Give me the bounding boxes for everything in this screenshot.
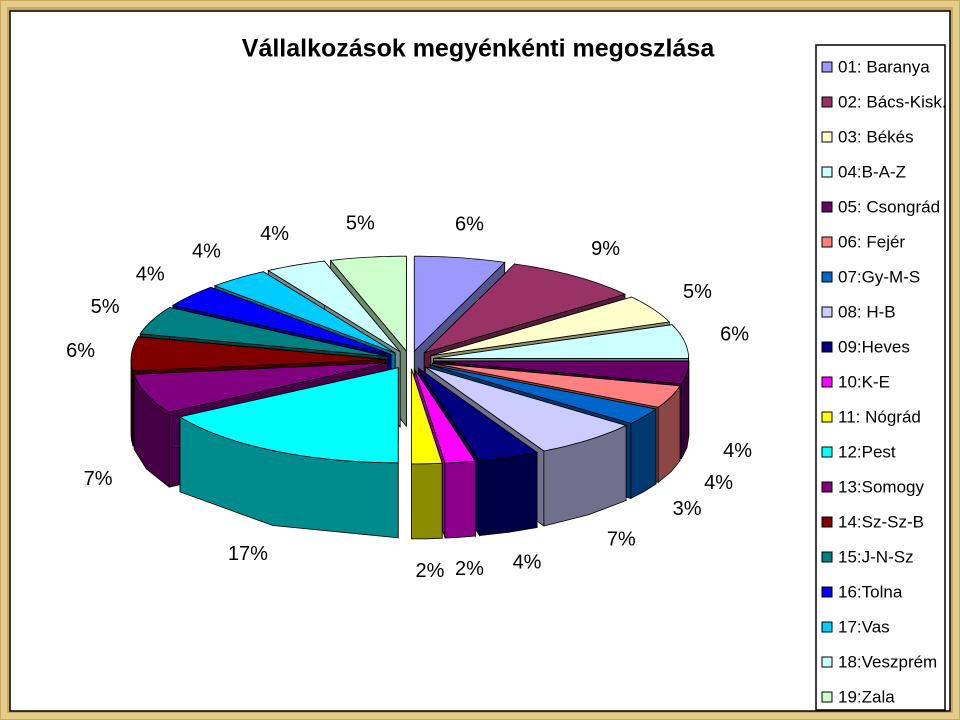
slice [130, 336, 387, 372]
data-label: 17% [228, 543, 268, 565]
data-label: 4% [723, 440, 752, 462]
slice [433, 324, 690, 359]
legend-label: 07:Gy-M-S [838, 267, 920, 286]
data-label: 7% [84, 468, 113, 490]
legend-label: 02: Bács-Kisk. [838, 92, 947, 111]
slice [178, 367, 399, 464]
legend-swatch [821, 306, 833, 318]
legend-swatch [821, 201, 833, 213]
legend-label: 09:Heves [838, 337, 910, 356]
legend-label: 19:Zala [838, 687, 895, 706]
data-label: 6% [66, 340, 95, 362]
data-label: 3% [673, 498, 702, 520]
slice [423, 263, 627, 354]
legend-label: 06: Fejér [838, 232, 905, 251]
legend-swatch [821, 621, 833, 633]
legend-label: 13:Somogy [838, 477, 924, 496]
data-label: 6% [455, 213, 484, 235]
slice [329, 255, 407, 353]
data-label: 5% [683, 281, 712, 303]
slice-side [130, 359, 134, 446]
legend-swatch [821, 61, 833, 73]
legend-label: 11: Nógrád [838, 407, 921, 426]
data-label: 2% [415, 560, 444, 582]
slice [418, 368, 539, 462]
slice [413, 255, 506, 353]
slice [432, 362, 681, 408]
legend-swatch [821, 551, 833, 563]
slice [413, 368, 477, 464]
legend-label: 04:B-A-Z [838, 162, 906, 181]
data-label: 6% [720, 324, 749, 346]
legend-label: 16:Tolna [838, 582, 903, 601]
slice-side [444, 460, 476, 539]
legend-label: 12:Pest [838, 442, 896, 461]
legend-swatch [821, 516, 833, 528]
data-label: 4% [192, 240, 221, 262]
legend-label: 01: Baranya [838, 57, 930, 76]
data-label: 5% [346, 213, 375, 235]
slice-side [630, 408, 657, 500]
legend-swatch [821, 481, 833, 493]
slice [267, 260, 401, 353]
legend-label: 10:K-E [838, 372, 890, 391]
data-label: 5% [91, 296, 120, 318]
legend-swatch [821, 131, 833, 143]
legend-swatch [821, 96, 833, 108]
legend-label: 15:J-N-Sz [838, 547, 914, 566]
slice [133, 362, 388, 413]
legend-swatch [821, 411, 833, 423]
slice [213, 271, 396, 354]
legend-label: 18:Veszprém [838, 652, 937, 671]
slice-side [411, 462, 443, 540]
slice [410, 368, 443, 465]
data-label: 7% [607, 529, 636, 551]
legend-swatch [821, 341, 833, 353]
data-label: 4% [513, 552, 542, 574]
slice [171, 286, 392, 355]
chart-title: Vállalkozások megyénkénti megoszlása [242, 35, 716, 63]
data-label: 2% [455, 558, 484, 580]
legend-swatch [821, 236, 833, 248]
legend-label: 17:Vas [838, 617, 890, 636]
legend-box [815, 44, 946, 711]
legend-label: 08: H-B [838, 302, 896, 321]
data-label: 4% [136, 264, 165, 286]
legend-label: 05: Csongrád [838, 197, 940, 216]
data-label: 4% [260, 223, 289, 245]
slice [433, 360, 690, 385]
legend-label: 03: Békés [838, 127, 914, 146]
slice-side [479, 452, 538, 537]
data-label: 4% [704, 472, 733, 494]
legend-swatch [821, 166, 833, 178]
legend-swatch [821, 376, 833, 388]
legend-swatch [821, 691, 833, 703]
legend-swatch [821, 586, 833, 598]
data-label: 9% [591, 238, 620, 260]
legend-swatch [821, 656, 833, 668]
legend-swatch [821, 271, 833, 283]
slice [425, 366, 628, 452]
legend-swatch [821, 446, 833, 458]
slice [139, 306, 388, 357]
slice [430, 364, 657, 424]
legend-label: 14:Sz-Sz-B [838, 512, 924, 531]
slice [430, 296, 671, 357]
